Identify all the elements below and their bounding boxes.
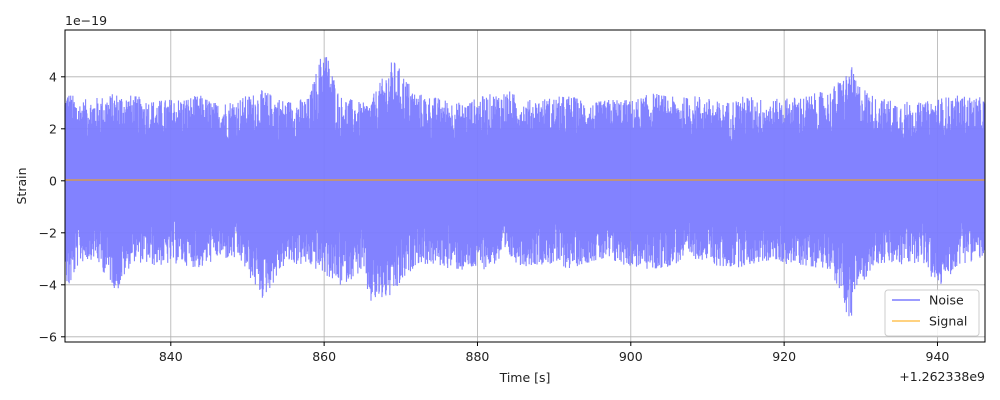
y-axis: −6 −4 −2 0 2 4 xyxy=(39,69,65,344)
x-offset-label: +1.262338e9 xyxy=(899,369,985,384)
x-tick-label: 840 xyxy=(159,349,183,364)
x-tick-label: 880 xyxy=(466,349,490,364)
legend-noise-label: Noise xyxy=(929,293,964,308)
y-tick-label: 2 xyxy=(49,121,57,136)
y-tick-label: 4 xyxy=(49,69,57,84)
y-tick-label: −2 xyxy=(39,225,57,240)
legend-box xyxy=(884,289,980,337)
noise-series xyxy=(64,57,986,317)
y-tick-label: 0 xyxy=(49,173,57,188)
y-axis-title: Strain xyxy=(14,167,29,204)
x-tick-label: 860 xyxy=(312,349,336,364)
x-tick-label: 940 xyxy=(926,349,950,364)
y-scale-label: 1e−19 xyxy=(65,13,107,28)
x-axis-title: Time [s] xyxy=(499,370,551,385)
noise-line xyxy=(64,57,986,317)
plot-frame xyxy=(64,29,986,343)
x-axis: 840 860 880 900 920 940 xyxy=(159,342,950,364)
y-tick-label: −6 xyxy=(39,329,57,344)
x-tick-label: 900 xyxy=(619,349,643,364)
legend-signal-label: Signal xyxy=(929,314,967,329)
y-tick-label: −4 xyxy=(39,277,57,292)
x-tick-label: 920 xyxy=(772,349,796,364)
legend: Noise Signal xyxy=(884,289,980,337)
